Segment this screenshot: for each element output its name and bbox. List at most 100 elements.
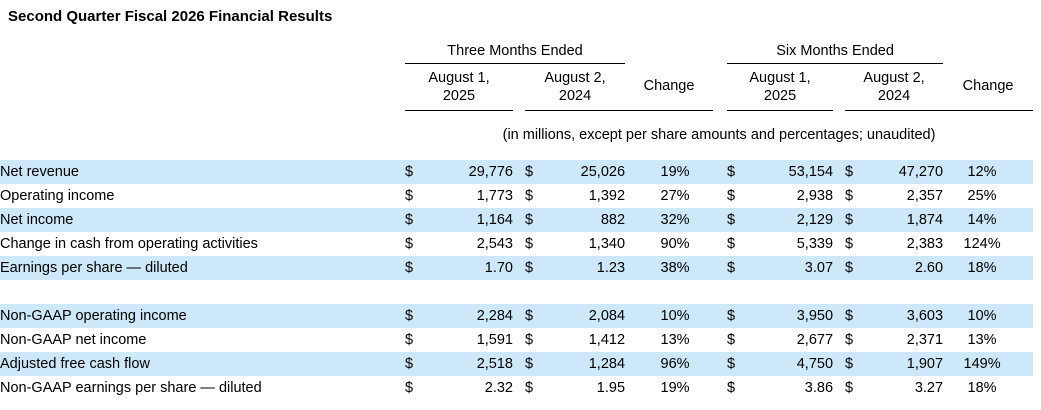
tm-2025-value: 1.70 bbox=[425, 256, 513, 280]
tm-2025-value: 29,776 bbox=[425, 160, 513, 184]
sm-change-value: 25% bbox=[967, 188, 997, 204]
tm-2025-value: 1,164 bbox=[425, 208, 513, 232]
tm-2024-dollar-sign: $ bbox=[525, 380, 534, 396]
sm-2025-dollar-sign: $ bbox=[727, 236, 736, 252]
tm-2025-dollar-sign: $ bbox=[405, 256, 425, 280]
tm-2025-dollar-sign: $ bbox=[405, 236, 414, 252]
group-gap bbox=[713, 160, 728, 184]
date-line1: August 2, bbox=[544, 69, 606, 86]
column-gap bbox=[513, 160, 525, 184]
period-header-row: August 1, 2025 August 2, 2024 Change Augus… bbox=[0, 63, 1034, 111]
group-gap bbox=[713, 232, 727, 256]
table-body: Net revenue $ 29,776 $ 25,026 19% $ 53,1… bbox=[0, 160, 1034, 400]
sm-2025-dollar-sign: $ bbox=[727, 256, 748, 280]
row-label: Non-GAAP net income bbox=[0, 332, 147, 348]
sm-2024-dollar-sign: $ bbox=[845, 188, 854, 204]
group-gap bbox=[713, 304, 728, 328]
group-gap bbox=[713, 376, 727, 400]
sm-2024-dollar-sign: $ bbox=[845, 160, 866, 184]
tm-change-value: 27% bbox=[660, 188, 690, 204]
column-gap bbox=[833, 376, 845, 400]
financial-results-table: Three Months Ended Six Months Ended Augu… bbox=[0, 40, 1034, 400]
table-row: Adjusted free cash flow $ 2,518 $ 1,284 … bbox=[0, 352, 1034, 376]
tm-aug2-2024-header: August 2, 2024 bbox=[525, 63, 626, 111]
row-label: Operating income bbox=[0, 188, 115, 204]
sm-2024-value: 47,270 bbox=[865, 160, 944, 184]
tm-2024-value: 882 bbox=[545, 208, 626, 232]
column-gap bbox=[833, 352, 846, 376]
tm-2024-dollar-sign: $ bbox=[525, 160, 545, 184]
sm-2024-dollar-sign: $ bbox=[845, 352, 866, 376]
tm-2024-value: 1,340 bbox=[588, 236, 626, 252]
tm-change-value: 90% bbox=[660, 236, 690, 252]
group-gap bbox=[713, 184, 727, 208]
sm-2025-value: 3.86 bbox=[804, 380, 834, 396]
tm-2024-value: 1,284 bbox=[545, 352, 626, 376]
column-gap bbox=[833, 304, 846, 328]
tm-2024-dollar-sign: $ bbox=[525, 352, 545, 376]
date-line1: August 1, bbox=[428, 69, 490, 86]
sm-2024-dollar-sign: $ bbox=[845, 256, 866, 280]
group-header-row: Three Months Ended Six Months Ended bbox=[0, 40, 1033, 64]
row-label: Earnings per share — diluted bbox=[0, 256, 405, 280]
tm-2024-dollar-sign: $ bbox=[525, 236, 534, 252]
row-label: Adjusted free cash flow bbox=[0, 352, 405, 376]
sm-2024-dollar-sign: $ bbox=[845, 236, 854, 252]
sm-change-header: Change bbox=[943, 63, 1034, 111]
tm-change-value: 19% bbox=[660, 380, 690, 396]
tm-2025-dollar-sign: $ bbox=[405, 188, 414, 204]
sm-2025-value: 2,938 bbox=[796, 188, 834, 204]
sm-2024-dollar-sign: $ bbox=[845, 380, 854, 396]
row-label: Net revenue bbox=[0, 160, 405, 184]
row-label: Non-GAAP operating income bbox=[0, 304, 405, 328]
sm-aug1-2025-header: August 1, 2025 bbox=[727, 63, 834, 111]
three-months-ended-header: Three Months Ended bbox=[405, 40, 626, 64]
column-gap bbox=[833, 184, 845, 208]
date-line1: August 1, bbox=[749, 69, 811, 86]
sm-2025-value: 5,339 bbox=[796, 236, 834, 252]
table-row: Change in cash from operating activities… bbox=[0, 232, 1033, 256]
tm-2024-dollar-sign: $ bbox=[525, 332, 534, 348]
tm-change-value: 19% bbox=[625, 160, 714, 184]
column-gap bbox=[833, 160, 846, 184]
tm-2025-dollar-sign: $ bbox=[405, 160, 425, 184]
tm-2024-value: 1.23 bbox=[545, 256, 626, 280]
table-row: Non-GAAP net income $ 1,591 $ 1,412 13% … bbox=[0, 328, 1033, 352]
tm-2025-value: 2.32 bbox=[484, 380, 513, 396]
tm-2024-value: 1.95 bbox=[596, 380, 626, 396]
column-gap bbox=[513, 352, 525, 376]
sm-change-value: 124% bbox=[963, 236, 1001, 252]
sm-2025-dollar-sign: $ bbox=[727, 160, 748, 184]
group-gap bbox=[713, 256, 728, 280]
sm-change-value: 18% bbox=[943, 256, 1034, 280]
date-line2: 2024 bbox=[558, 87, 592, 104]
tm-2025-dollar-sign: $ bbox=[405, 332, 414, 348]
group-gap bbox=[713, 208, 728, 232]
sm-2024-value: 2,371 bbox=[906, 332, 944, 348]
tm-change-value: 38% bbox=[625, 256, 714, 280]
column-gap bbox=[833, 256, 846, 280]
column-gap bbox=[513, 328, 525, 352]
date-line2: 2025 bbox=[442, 87, 476, 104]
sm-change-value: 149% bbox=[943, 352, 1034, 376]
tm-change-header: Change bbox=[625, 63, 714, 111]
note-row: (in millions, except per share amounts a… bbox=[0, 110, 1033, 160]
table-row: Net revenue $ 29,776 $ 25,026 19% $ 53,1… bbox=[0, 160, 1034, 184]
tm-aug1-2025-header: August 1, 2025 bbox=[405, 63, 513, 111]
tm-2025-dollar-sign: $ bbox=[405, 208, 425, 232]
spacer-row bbox=[0, 280, 1033, 304]
sm-change-value: 18% bbox=[967, 380, 997, 396]
sm-2025-dollar-sign: $ bbox=[727, 380, 736, 396]
tm-2025-dollar-sign: $ bbox=[405, 304, 425, 328]
sm-2025-value: 3.07 bbox=[747, 256, 834, 280]
sm-2024-dollar-sign: $ bbox=[845, 332, 854, 348]
tm-2024-value: 1,392 bbox=[588, 188, 626, 204]
tm-2025-value: 2,543 bbox=[476, 236, 513, 252]
sm-2024-value: 3,603 bbox=[865, 304, 944, 328]
group-gap bbox=[713, 328, 727, 352]
sm-2024-value: 2,383 bbox=[906, 236, 944, 252]
sm-aug2-2024-header: August 2, 2024 bbox=[845, 63, 944, 111]
tm-2024-value: 2,084 bbox=[545, 304, 626, 328]
tm-2025-dollar-sign: $ bbox=[405, 352, 425, 376]
sm-2025-value: 4,750 bbox=[747, 352, 834, 376]
